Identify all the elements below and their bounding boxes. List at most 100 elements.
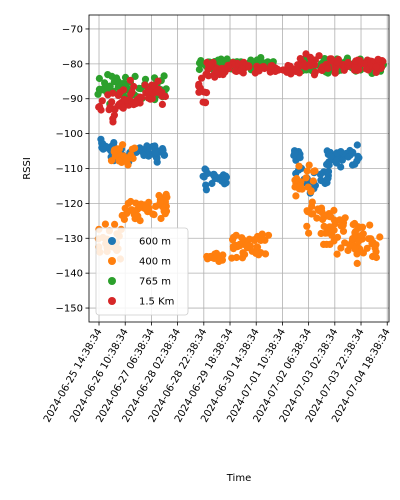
data-point — [98, 97, 106, 105]
data-point — [122, 155, 130, 163]
data-point — [296, 154, 304, 162]
data-point — [285, 67, 293, 75]
data-point — [349, 220, 357, 229]
y-tick-label: −120 — [56, 199, 83, 210]
data-point — [324, 64, 332, 73]
data-point — [358, 223, 367, 231]
data-point — [113, 74, 121, 82]
data-point — [336, 216, 344, 224]
data-point — [252, 249, 260, 257]
data-point — [212, 249, 220, 257]
y-tick-label: −70 — [62, 24, 83, 35]
data-point — [308, 202, 316, 211]
data-point — [151, 142, 159, 150]
data-point — [123, 96, 131, 104]
data-point — [307, 187, 315, 195]
data-point — [372, 241, 380, 249]
data-point — [211, 73, 219, 81]
data-point — [366, 221, 374, 229]
data-point — [293, 174, 301, 183]
data-point — [114, 83, 122, 91]
data-point — [158, 100, 166, 108]
data-point — [207, 60, 215, 68]
data-point — [218, 64, 226, 73]
series-1.5-km — [95, 50, 387, 126]
data-point — [97, 86, 105, 94]
data-point — [160, 72, 168, 80]
legend-label: 765 m — [139, 277, 171, 288]
data-point — [353, 259, 361, 267]
data-point — [299, 62, 307, 70]
data-point — [351, 245, 359, 253]
data-point — [327, 152, 335, 160]
data-point — [202, 186, 210, 194]
y-tick-label: −130 — [56, 234, 83, 245]
data-point — [155, 191, 163, 200]
data-point — [239, 249, 247, 257]
data-point — [353, 141, 361, 149]
data-point — [101, 220, 109, 228]
data-point — [355, 154, 363, 162]
data-point — [310, 167, 318, 176]
data-point — [121, 204, 129, 212]
data-point — [208, 179, 216, 188]
data-point — [229, 236, 237, 244]
data-point — [311, 68, 319, 76]
data-point — [140, 151, 148, 159]
data-point — [337, 148, 345, 156]
data-point — [210, 170, 218, 179]
data-point — [142, 204, 150, 212]
data-point — [330, 226, 338, 234]
data-point — [202, 89, 211, 97]
data-point — [247, 56, 255, 64]
y-tick-label: −90 — [62, 94, 83, 105]
data-point — [337, 222, 345, 230]
data-point — [348, 149, 356, 157]
data-point — [251, 236, 259, 244]
data-point — [95, 103, 103, 111]
data-point — [236, 67, 244, 75]
data-point — [134, 212, 142, 220]
data-point — [363, 244, 371, 252]
data-point — [153, 87, 161, 95]
data-point — [372, 253, 380, 262]
data-point — [131, 72, 139, 80]
data-point — [110, 146, 119, 154]
data-point — [323, 176, 331, 184]
data-point — [253, 243, 261, 251]
legend-label: 600 m — [139, 237, 171, 248]
data-point — [255, 67, 263, 75]
data-point — [357, 231, 365, 239]
data-point — [376, 233, 384, 241]
data-point — [344, 58, 352, 67]
data-point — [337, 244, 345, 252]
data-point — [351, 160, 359, 168]
data-point — [330, 216, 338, 224]
data-point — [292, 192, 300, 200]
data-point — [219, 171, 227, 179]
data-point — [159, 146, 167, 154]
data-point — [317, 66, 325, 74]
data-point — [333, 250, 341, 258]
data-point — [101, 79, 109, 87]
data-point — [162, 190, 170, 198]
legend-box — [95, 227, 189, 316]
data-point — [106, 82, 114, 90]
data-point — [338, 156, 346, 164]
data-point — [326, 240, 334, 248]
data-point — [319, 215, 327, 224]
data-point — [295, 69, 303, 77]
y-tick-label: −150 — [56, 304, 83, 315]
data-point — [151, 148, 159, 156]
data-point — [243, 241, 251, 249]
data-point — [127, 90, 135, 98]
data-point — [351, 64, 359, 72]
data-point — [141, 81, 149, 89]
data-point — [236, 242, 244, 250]
legend-marker — [108, 237, 116, 245]
data-point — [116, 89, 124, 97]
data-point — [302, 174, 310, 182]
legend-label: 1.5 Km — [139, 297, 174, 308]
data-point — [323, 160, 331, 168]
data-point — [128, 145, 136, 153]
